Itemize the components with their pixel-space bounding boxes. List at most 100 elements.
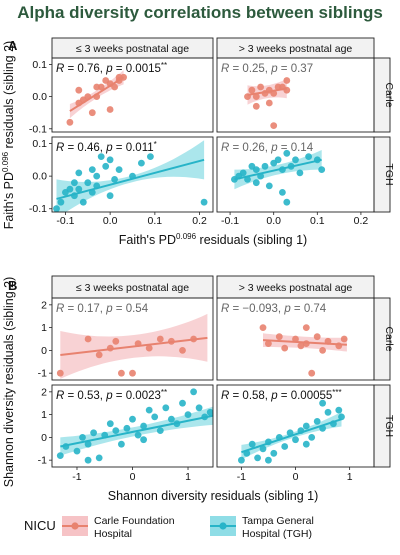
fit-line	[69, 76, 125, 112]
x-tick-label: -0.1	[56, 215, 74, 227]
data-point	[111, 83, 118, 91]
panel-letter-B: B	[8, 278, 17, 293]
data-point	[184, 411, 192, 418]
data-point	[324, 408, 332, 416]
data-point	[265, 182, 273, 190]
panel-frame	[51, 136, 214, 213]
data-point	[313, 333, 321, 341]
stat-p-value: = 0.011	[113, 142, 154, 154]
data-point	[66, 185, 74, 193]
data-point	[145, 406, 153, 414]
legend-tgh-point-swatch	[219, 522, 227, 530]
data-point	[129, 369, 136, 377]
data-point	[111, 176, 118, 183]
data-point	[75, 185, 83, 193]
panel-B-r1-c1: R = 0.58, p = 0.00055*** -1 0 1	[216, 384, 375, 483]
data-point	[75, 169, 83, 177]
stat-label: R = 0.58, p = 0.00055***	[221, 388, 342, 402]
fit-line	[234, 158, 322, 181]
panel-plot-area	[66, 70, 127, 126]
x-tick-label: 0	[293, 471, 299, 483]
stat-r-symbol: R	[56, 303, 64, 315]
data-point	[115, 166, 123, 174]
y-tick-label: 0.1	[32, 59, 47, 71]
stat-p-symbol: p	[105, 142, 113, 154]
y-axis-label-A-sup: 0.096	[1, 151, 10, 172]
data-point	[319, 347, 326, 354]
y-axis-label-A: Faith's PD0.096 residuals (sibling 2)	[1, 41, 16, 229]
legend: NICU Carle Foundation Hospital Tampa Gen…	[24, 515, 314, 540]
data-point	[279, 189, 286, 196]
data-point	[97, 83, 105, 91]
data-point	[238, 456, 245, 464]
data-point	[265, 456, 272, 464]
x-tick-label: 1	[185, 471, 191, 483]
stat-label: R = 0.53, p = 0.0023**	[56, 388, 167, 402]
data-point	[283, 198, 291, 206]
stat-label: R = 0.25, p = 0.37	[221, 63, 313, 75]
data-point	[283, 77, 291, 84]
x-tick-label: 0.2	[354, 215, 369, 227]
stat-r-symbol: R	[221, 142, 229, 154]
data-point	[200, 198, 208, 206]
data-point	[112, 337, 120, 345]
data-point	[95, 454, 103, 462]
panel-plot-area	[56, 313, 208, 379]
data-point	[195, 404, 203, 412]
data-point	[106, 420, 114, 428]
x-axis-label-B-main: Shannon diversity residuals (sibling 1)	[108, 489, 319, 503]
panel-frame	[216, 136, 375, 213]
panel-B-r0-c0: R = 0.17, p = 0.54 -1 0 1 2	[38, 297, 214, 381]
stat-label: R = 0.26, p = 0.14	[221, 142, 314, 154]
legend-label-tgh-line1: Tampa General	[242, 515, 314, 527]
data-point	[156, 335, 164, 343]
data-point	[84, 440, 92, 448]
x-tick-label: -1	[237, 471, 246, 483]
stat-r-value: = 0.17,	[64, 303, 106, 315]
data-point	[252, 93, 260, 100]
x-axis-label-A-main: Faith's PD	[119, 233, 176, 247]
data-point	[123, 424, 131, 432]
data-point	[53, 205, 60, 212]
data-point	[292, 436, 299, 444]
data-point	[138, 159, 145, 167]
stat-p-value: = 0.37	[278, 63, 314, 75]
strip-row-label: TGH	[383, 415, 395, 437]
strip-col-label: ≤ 3 weeks postnatal age	[76, 43, 189, 55]
data-point	[147, 153, 154, 161]
data-point	[118, 369, 125, 377]
data-point	[254, 454, 261, 462]
data-point	[79, 434, 86, 441]
stat-r-symbol: R	[221, 390, 229, 402]
panel-plot-area	[231, 149, 326, 206]
stat-stars: **	[161, 388, 167, 397]
panel-frame	[216, 57, 375, 133]
data-point	[206, 408, 213, 416]
data-point	[162, 404, 170, 412]
stat-r-symbol: R	[56, 390, 64, 402]
stat-label: R = 0.17, p = 0.54	[56, 303, 149, 315]
stat-r-symbol: R	[221, 63, 229, 75]
y-tick-label: -0.1	[29, 203, 47, 215]
stat-p-symbol: p	[270, 63, 278, 75]
strip-row-label: TGH	[383, 163, 395, 185]
stat-p-symbol: p	[105, 390, 113, 402]
x-tick-label: 0.0	[103, 215, 118, 227]
stat-p-symbol: p	[270, 390, 278, 402]
strip-col-label: ≤ 3 weeks postnatal age	[76, 282, 189, 294]
data-point	[134, 431, 142, 439]
data-point	[151, 413, 159, 421]
data-point	[252, 102, 260, 110]
data-point	[335, 406, 343, 414]
stat-r-value: = 0.25,	[229, 63, 271, 75]
stat-label: R = −0.093, p = 0.74	[221, 303, 327, 315]
y-tick-label: -1	[38, 455, 47, 467]
data-point	[270, 122, 278, 129]
stat-p-value: = 0.54	[113, 303, 149, 315]
data-point	[308, 369, 316, 377]
stat-r-symbol: R	[221, 303, 229, 315]
stat-p-value: = 0.14	[278, 142, 314, 154]
data-point	[179, 399, 186, 407]
data-point	[88, 166, 96, 174]
fit-line	[56, 158, 205, 200]
